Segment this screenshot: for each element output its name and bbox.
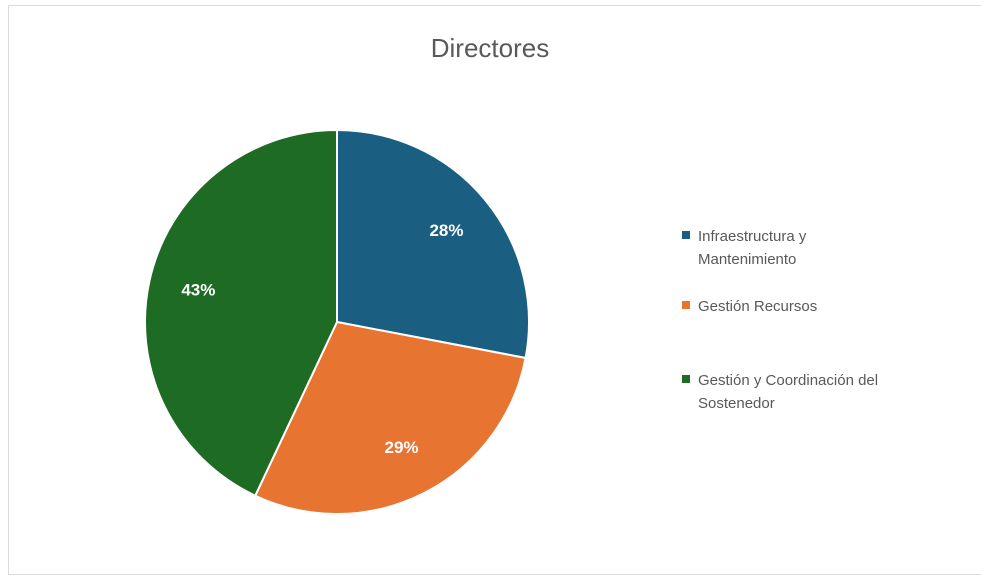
legend-item: Infraestructura y Mantenimiento bbox=[682, 225, 898, 271]
data-label: 28% bbox=[429, 221, 463, 240]
legend-swatch bbox=[682, 231, 690, 239]
data-label: 43% bbox=[181, 280, 215, 299]
data-label: 29% bbox=[384, 438, 418, 457]
legend-item: Gestión Recursos bbox=[682, 295, 898, 318]
legend-label: Infraestructura y Mantenimiento bbox=[698, 228, 807, 268]
pie-slice bbox=[336, 128, 530, 360]
pie-slice bbox=[144, 128, 338, 498]
chart-title: Directores bbox=[431, 33, 549, 63]
legend-label: Gestión y Coordinación del Sostenedor bbox=[698, 372, 879, 412]
legend-label: Gestión Recursos bbox=[698, 298, 818, 315]
legend-swatch bbox=[682, 375, 690, 383]
legend-swatch bbox=[682, 301, 690, 309]
pie-slice bbox=[253, 320, 527, 515]
legend-item: Gestión y Coordinación del Sostenedor bbox=[682, 369, 898, 415]
